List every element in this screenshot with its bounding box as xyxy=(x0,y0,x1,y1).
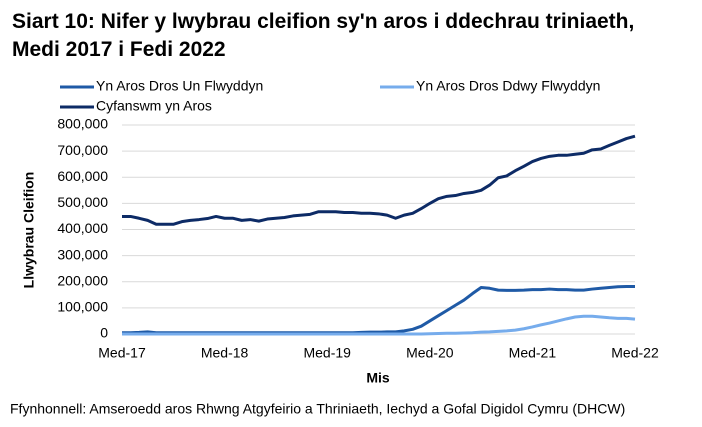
y-axis-label: Llwybrau Cleifion xyxy=(21,172,37,289)
y-tick-label: 500,000 xyxy=(57,194,108,210)
legend-label: Yn Aros Dros Ddwy Flwyddyn xyxy=(416,78,600,94)
x-tick-label: Med-20 xyxy=(406,345,454,361)
chart-title: Siart 10: Nifer y lwybrau cleifion sy'n … xyxy=(12,10,635,61)
y-tick-label: 700,000 xyxy=(57,142,108,158)
x-axis-label: Mis xyxy=(366,370,390,386)
y-tick-label: 600,000 xyxy=(57,168,108,184)
x-tick-label: Med-19 xyxy=(303,345,351,361)
y-tick-label: 200,000 xyxy=(57,272,108,288)
y-tick-label: 100,000 xyxy=(57,299,108,315)
y-tick-label: 0 xyxy=(100,325,108,341)
legend-label: Yn Aros Dros Un Flwyddyn xyxy=(96,78,263,94)
y-tick-label: 400,000 xyxy=(57,220,108,236)
x-tick-label: Med-22 xyxy=(611,345,659,361)
x-tick-label: Med-18 xyxy=(201,345,249,361)
series-line xyxy=(122,314,636,336)
source: Ffynhonnell: Amseroedd aros Rhwng Atgyfe… xyxy=(10,401,625,417)
series-line xyxy=(122,134,636,226)
series-line xyxy=(122,284,635,335)
x-tick-label: Med-17 xyxy=(98,345,146,361)
y-tick-label: 800,000 xyxy=(57,116,108,132)
x-tick-label: Med-21 xyxy=(509,345,557,361)
legend-label: Cyfanswm yn Aros xyxy=(96,98,212,114)
y-tick-label: 300,000 xyxy=(57,246,108,262)
